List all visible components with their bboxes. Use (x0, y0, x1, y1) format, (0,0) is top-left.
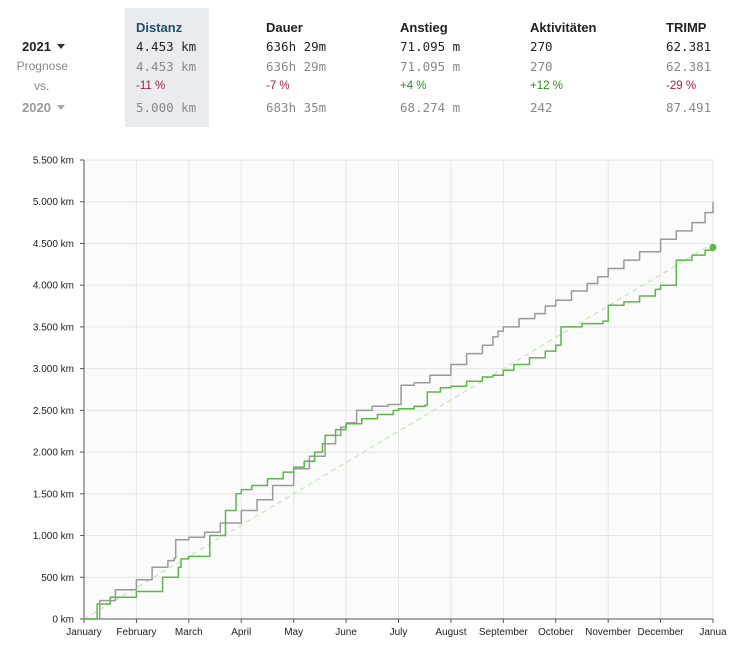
vs-elevation: +4 % (400, 80, 427, 92)
forecast-activities: 270 (530, 59, 553, 74)
x-tick-label: June (335, 627, 357, 638)
forecast-label: Prognose (16, 59, 68, 73)
cumulative-distance-chart: 0 km 500 km 1.000 km 1.500 km 2.000 km 2.500 … (0, 148, 731, 650)
x-tick-label: August (435, 627, 466, 638)
current-trimp: 62.381 (666, 39, 712, 54)
forecast-trimp: 62.381 (666, 59, 712, 74)
previous-trimp: 87.491 (666, 100, 712, 115)
y-tick-label: 2.000 km (33, 448, 74, 459)
chart-svg: 0 km 500 km 1.000 km 1.500 km 2.000 km 2.500 … (33, 156, 727, 639)
current-distance: 4.453 km (136, 39, 197, 54)
y-tick-label: 2.500 km (33, 406, 74, 417)
header-trimp[interactable]: TRIMP (666, 20, 707, 35)
header-elevation[interactable]: Anstieg (400, 20, 448, 35)
x-tick-label: March (175, 627, 203, 638)
current-year-select[interactable]: 2021 (22, 39, 65, 54)
x-tick-label: Janua (699, 627, 727, 638)
active-column-highlight (125, 8, 209, 127)
forecast-distance: 4.453 km (136, 59, 197, 74)
x-tick-label: October (538, 627, 574, 638)
x-tick-label: July (390, 627, 408, 638)
current-duration: 636h 29m (266, 39, 327, 54)
vs-duration: -7 % (266, 80, 290, 92)
x-tick-label: September (479, 627, 529, 638)
previous-year-select[interactable]: 2020 (22, 100, 65, 115)
forecast-elevation: 71.095 m (400, 59, 461, 74)
y-tick-label: 0 km (52, 615, 74, 626)
previous-distance: 5.000 km (136, 100, 197, 115)
x-tick-label: April (231, 627, 251, 638)
current-elevation: 71.095 m (400, 39, 461, 54)
previous-elevation: 68.274 m (400, 100, 461, 115)
x-tick-label: November (585, 627, 632, 638)
y-tick-label: 4.000 km (33, 281, 74, 292)
x-tick-label: February (116, 627, 156, 638)
y-tick-label: 5.000 km (33, 197, 74, 208)
x-tick-label: December (638, 627, 685, 638)
header-duration[interactable]: Dauer (266, 20, 303, 35)
y-tick-label: 1.000 km (33, 531, 74, 542)
previous-year-line (84, 201, 714, 620)
header-distance[interactable]: Distanz (136, 20, 183, 35)
current-year-line (84, 247, 714, 620)
previous-activities: 242 (530, 100, 553, 115)
vs-distance: -11 % (136, 80, 166, 92)
previous-duration: 683h 35m (266, 100, 327, 115)
y-tick-label: 4.500 km (33, 239, 74, 250)
current-endpoint-marker (709, 243, 717, 251)
vs-activities: +12 % (530, 80, 563, 92)
forecast-duration: 636h 29m (266, 59, 327, 74)
y-tick-label: 3.000 km (33, 364, 74, 375)
chevron-down-icon (56, 44, 65, 49)
stats-table: Distanz Dauer Anstieg Aktivitäten TRIMP … (0, 0, 731, 130)
current-year-label: 2021 (22, 39, 51, 54)
chevron-down-icon (56, 105, 65, 110)
x-tick-label: January (66, 627, 102, 638)
y-tick-label: 5.500 km (33, 156, 74, 167)
y-tick-label: 1.500 km (33, 489, 74, 500)
current-activities: 270 (530, 39, 553, 54)
previous-year-label: 2020 (22, 100, 51, 115)
vs-label: vs. (34, 79, 50, 93)
y-tick-label: 500 km (41, 573, 74, 584)
x-tick-label: May (284, 627, 303, 638)
header-activities[interactable]: Aktivitäten (530, 20, 597, 35)
y-tick-label: 3.500 km (33, 322, 74, 333)
vs-trimp: -29 % (666, 80, 697, 92)
